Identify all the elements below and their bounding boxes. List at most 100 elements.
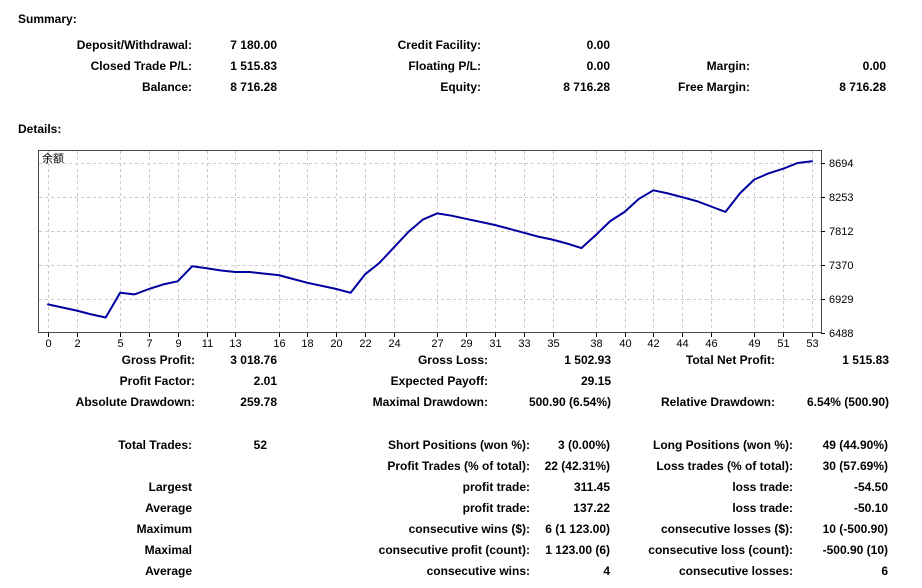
svg-text:38: 38 [590,338,602,349]
svg-text:42: 42 [647,338,659,349]
gross-profit-label: Gross Profit: [121,352,195,367]
svg-text:46: 46 [705,338,717,349]
summary-heading: Summary: [18,11,77,26]
consecutive-loss-label: consecutive loss (count): [648,542,793,557]
total-net-profit-value: 1 515.83 [842,352,889,367]
svg-text:7: 7 [146,338,152,349]
profit-factor-value: 2.01 [253,373,277,388]
profit-trades-value: 22 (42.31%) [544,458,610,473]
consecutive-losses-label: consecutive losses ($): [660,521,793,536]
svg-text:7370: 7370 [829,260,853,272]
average-loss-trade-label: loss trade: [732,500,793,515]
svg-text:7812: 7812 [829,226,853,238]
svg-text:49: 49 [748,338,760,349]
trades-row-average-trade: Average profit trade: 137.22 loss trade:… [0,497,922,518]
floating-pl-label: Floating P/L: [408,58,481,73]
details-heading: Details: [18,121,62,136]
equity-value: 8 716.28 [563,79,610,94]
svg-text:6929: 6929 [829,294,853,306]
expected-payoff-value: 29.15 [580,373,611,388]
loss-trades-value: 30 (57.69%) [822,458,888,473]
svg-text:29: 29 [460,338,472,349]
svg-text:18: 18 [301,338,313,349]
absolute-drawdown-value: 259.78 [240,394,277,409]
largest-profit-trade-label: profit trade: [462,479,530,494]
trades-row-maximal: Maximal consecutive profit (count): 1 12… [0,539,922,560]
closed-trade-pl-label: Closed Trade P/L: [90,58,192,73]
trades-row-totals: Total Trades: 52 Short Positions (won %)… [0,434,922,455]
total-trades-label: Total Trades: [118,437,192,452]
maximal-label: Maximal [144,542,192,557]
long-positions-value: 49 (44.90%) [822,437,888,452]
chart-legend-balance: 余额 [42,151,64,165]
gross-profit-value: 3 018.76 [230,352,277,367]
closed-trade-pl-value: 1 515.83 [230,58,277,73]
trades-row-winloss: Profit Trades (% of total): 22 (42.31%) … [0,455,922,476]
relative-drawdown-value: 6.54% (500.90) [806,394,889,409]
maximal-drawdown-label: Maximal Drawdown: [372,394,488,409]
equity-label: Equity: [440,79,481,94]
profit-trades-label: Profit Trades (% of total): [387,458,530,473]
balance-value: 8 716.28 [230,79,277,94]
svg-text:27: 27 [431,338,443,349]
loss-trades-label: Loss trades (% of total): [656,458,793,473]
relative-drawdown-label: Relative Drawdown: [660,394,775,409]
avg-consecutive-wins-label: consecutive wins: [426,563,530,578]
svg-text:33: 33 [518,338,530,349]
balance-curve [47,160,813,319]
avg-consecutive-losses-label: consecutive losses: [678,563,793,578]
credit-facility-label: Credit Facility: [397,37,481,52]
svg-text:2: 2 [74,338,80,349]
trades-row-largest: Largest profit trade: 311.45 loss trade:… [0,476,922,497]
svg-text:31: 31 [489,338,501,349]
total-trades-value: 52 [253,437,267,452]
balance-chart: 8694 8253 7812 7370 6929 6488 0 2 5 7 9 11 13 16 18 20 2… [38,150,860,350]
svg-text:20: 20 [330,338,342,349]
svg-text:8253: 8253 [829,192,853,204]
profit-factor-label: Profit Factor: [119,373,195,388]
svg-text:0: 0 [45,338,51,349]
deposit-withdrawal-value: 7 180.00 [230,37,277,52]
consecutive-loss-value: -500.90 (10) [822,542,888,557]
consecutive-profit-value: 1 123.00 (6) [545,542,610,557]
gross-loss-value: 1 502.93 [564,352,611,367]
stats-row-factor: Profit Factor: 2.01 Expected Payoff: 29.… [0,370,922,391]
largest-loss-trade-label: loss trade: [732,479,793,494]
average-consecutive-label: Average [145,563,192,578]
consecutive-profit-label: consecutive profit (count): [378,542,530,557]
total-net-profit-label: Total Net Profit: [685,352,775,367]
svg-text:22: 22 [359,338,371,349]
largest-loss-trade-value: -54.50 [853,479,888,494]
svg-text:11: 11 [202,338,213,349]
svg-text:8694: 8694 [829,158,853,170]
svg-text:16: 16 [273,338,285,349]
average-loss-trade-value: -50.10 [853,500,888,515]
maximum-label: Maximum [136,521,192,536]
svg-text:5: 5 [117,338,123,349]
absolute-drawdown-label: Absolute Drawdown: [75,394,195,409]
largest-profit-trade-value: 311.45 [573,479,610,494]
svg-text:24: 24 [388,338,400,349]
balance-chart-svg: 8694 8253 7812 7370 6929 6488 0 2 5 7 9 11 13 16 18 20 2… [38,150,853,350]
expected-payoff-label: Expected Payoff: [390,373,488,388]
svg-text:53: 53 [806,338,818,349]
margin-label: Margin: [706,58,750,73]
stats-row-gross: Gross Profit: 3 018.76 Gross Loss: 1 502… [0,349,922,370]
summary-row-balance: Balance: 8 716.28 Equity: 8 716.28 Free … [0,76,922,97]
consecutive-wins-label: consecutive wins ($): [408,521,530,536]
consecutive-wins-value: 6 (1 123.00) [545,521,610,536]
stats-row-drawdown: Absolute Drawdown: 259.78 Maximal Drawdo… [0,391,922,412]
maximal-drawdown-value: 500.90 (6.54%) [528,394,611,409]
average-profit-trade-label: profit trade: [462,500,530,515]
short-positions-value: 3 (0.00%) [557,437,610,452]
free-margin-label: Free Margin: [677,79,750,94]
svg-text:35: 35 [547,338,559,349]
summary-table: Deposit/Withdrawal: 7 180.00 Credit Faci… [0,34,922,97]
average-profit-trade-value: 137.22 [573,500,610,515]
svg-text:40: 40 [619,338,631,349]
avg-consecutive-wins-value: 4 [603,563,610,578]
consecutive-losses-value: 10 (-500.90) [822,521,888,536]
svg-text:13: 13 [229,338,241,349]
gross-loss-label: Gross Loss: [417,352,488,367]
avg-consecutive-losses-value: 6 [881,563,888,578]
